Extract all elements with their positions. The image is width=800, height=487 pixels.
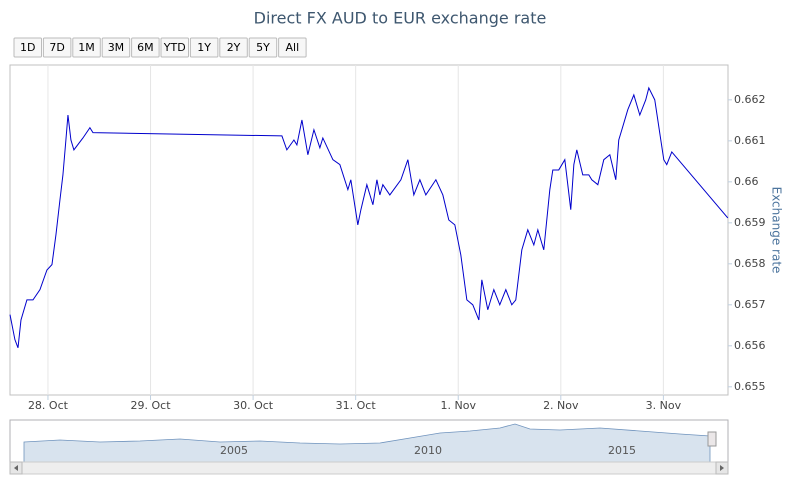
button-label[interactable]: 5Y xyxy=(256,41,270,54)
y-tick-label: 0.658 xyxy=(734,257,766,270)
x-tick-label: 28. Oct xyxy=(28,399,69,412)
range-button[interactable]: 2Y xyxy=(219,37,248,58)
x-tick-label: 29. Oct xyxy=(131,399,172,412)
navigator-label: 2005 xyxy=(220,444,248,457)
button-label[interactable]: 2Y xyxy=(227,41,241,54)
button-label[interactable]: 1M xyxy=(78,41,95,54)
button-label[interactable]: 3M xyxy=(108,41,125,54)
navigator-handle[interactable] xyxy=(707,431,717,447)
button-label[interactable]: 1D xyxy=(20,41,35,54)
button-bg[interactable] xyxy=(248,37,278,58)
chart-title: Direct FX AUD to EUR exchange rate xyxy=(254,9,547,28)
navigator: 2005 2010 2015 xyxy=(9,419,729,475)
range-button[interactable]: 1Y xyxy=(189,37,219,58)
button-bg[interactable] xyxy=(13,37,42,58)
button-bg[interactable] xyxy=(189,37,219,58)
navigator-series xyxy=(23,423,711,463)
range-button[interactable]: 1M xyxy=(72,37,101,58)
button-bg[interactable] xyxy=(278,37,307,58)
y-tick-label: 0.655 xyxy=(734,380,766,393)
range-button[interactable]: 3M xyxy=(101,37,131,58)
x-tick-label: 2. Nov xyxy=(543,399,579,412)
range-button[interactable]: YTD xyxy=(160,37,189,58)
x-tick-label: 3. Nov xyxy=(646,399,682,412)
range-button[interactable]: 1D xyxy=(13,37,42,58)
y-axis-label: Exchange rate xyxy=(770,187,784,274)
y-tick-label: 0.661 xyxy=(734,134,766,147)
button-bg[interactable] xyxy=(42,37,72,58)
range-button[interactable]: All xyxy=(278,37,307,58)
y-tick-label: 0.66 xyxy=(734,175,759,188)
scroll-right-arrow xyxy=(720,465,724,471)
button-bg[interactable] xyxy=(219,37,248,58)
y-tick-label: 0.662 xyxy=(734,93,766,106)
x-tick-label: 31. Oct xyxy=(336,399,377,412)
x-tick-label: 1. Nov xyxy=(441,399,477,412)
navigator-label: 2010 xyxy=(414,444,442,457)
scroll-left-arrow xyxy=(14,465,18,471)
range-button[interactable]: 5Y xyxy=(248,37,278,58)
y-tick-label: 0.657 xyxy=(734,298,766,311)
button-label[interactable]: YTD xyxy=(163,41,186,54)
button-label[interactable]: 6M xyxy=(137,41,154,54)
button-bg[interactable] xyxy=(160,37,189,58)
scrollbar[interactable] xyxy=(9,461,729,475)
y-tick-label: 0.656 xyxy=(734,339,766,352)
x-tick-label: 30. Oct xyxy=(233,399,274,412)
series-line xyxy=(9,86,729,349)
button-bg[interactable] xyxy=(101,37,131,58)
button-label[interactable]: All xyxy=(286,41,300,54)
button-label[interactable]: 7D xyxy=(49,41,64,54)
button-bg[interactable] xyxy=(131,37,160,58)
y-tick-label: 0.659 xyxy=(734,216,766,229)
navigator-label: 2015 xyxy=(608,444,636,457)
range-button[interactable]: 6M xyxy=(131,37,160,58)
button-bg[interactable] xyxy=(72,37,101,58)
button-label[interactable]: 1Y xyxy=(197,41,211,54)
range-button[interactable]: 7D xyxy=(42,37,72,58)
plot-border xyxy=(9,64,729,396)
